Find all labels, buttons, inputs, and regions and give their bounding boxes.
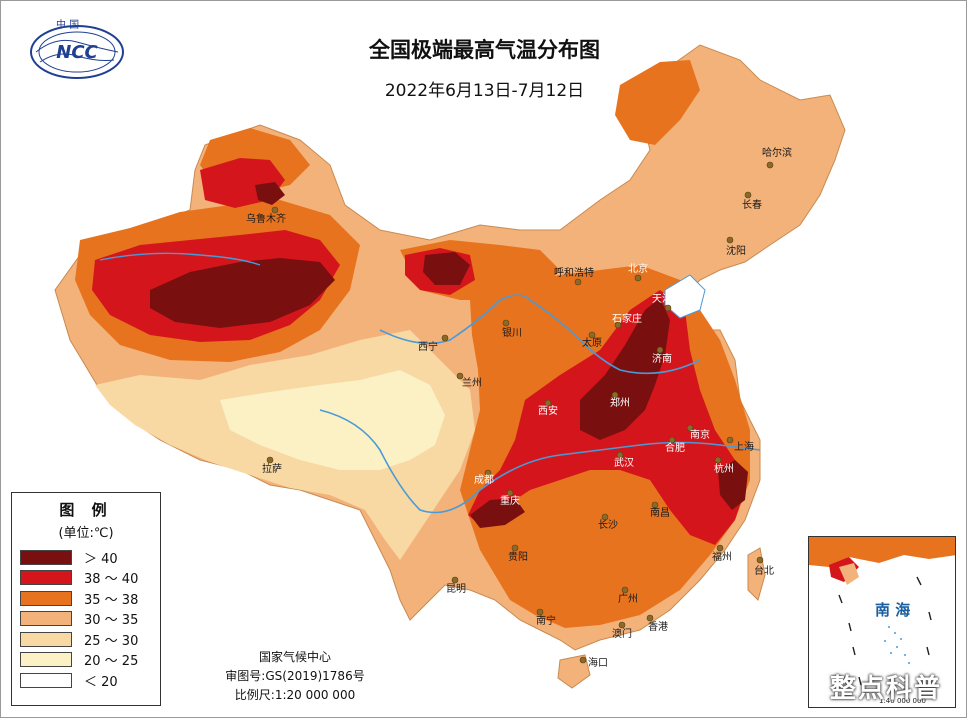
city-guiyang: 贵阳 [508, 550, 528, 563]
city-taibei: 台北 [754, 564, 774, 577]
legend-item: 20 ～ 25 [12, 650, 160, 671]
legend-item: 30 ～ 35 [12, 609, 160, 630]
tarim-river [99, 252, 261, 266]
logo-text: NCC [56, 42, 98, 63]
ncc-logo: 中 国 NCC [26, 16, 128, 84]
credits-review: 审图号:GS(2019)1786号 [225, 669, 365, 683]
legend-label: ＜ 20 [84, 674, 118, 690]
legend-label: 30 ～ 35 [84, 613, 139, 629]
city-labels: 哈尔滨 长春 沈阳 乌鲁木齐 呼和浩特 北京 天津 石家庄 太原 济南 银川 西… [246, 146, 792, 669]
city-chengdu: 成都 [474, 474, 494, 486]
city-tianjin: 天津 [652, 293, 672, 305]
legend-item: 35 ～ 38 [12, 588, 160, 609]
watermark: 整点科普 [830, 674, 943, 704]
bohai-sea [664, 274, 706, 319]
inset-scale: 1:40 000 000 [879, 697, 926, 705]
map-region-over-40-tarim [150, 258, 335, 328]
credits-org: 国家气候中心 [258, 650, 331, 664]
map-subtitle: 2022年6月13日-7月12日 [384, 81, 585, 101]
map-region-over-40-hexi [423, 252, 470, 285]
city-guangzhou: 广州 [618, 593, 638, 605]
city-taiyuan: 太原 [582, 336, 602, 349]
legend-item: 38 ～ 40 [12, 568, 160, 589]
yangtze-river [319, 409, 761, 514]
city-changsha: 长沙 [598, 519, 618, 531]
legend-label: 20 ～ 25 [84, 654, 139, 670]
yellow-river [379, 294, 701, 375]
city-wuhan: 武汉 [614, 456, 634, 469]
inset-map [809, 537, 955, 691]
city-hongkong: 香港 [648, 621, 668, 633]
south-china-sea-inset: 南 海 1:40 000 000 [808, 536, 956, 708]
city-shanghai: 上海 [734, 440, 754, 453]
inset-sea-label: 南 海 [875, 601, 911, 619]
city-hangzhou: 杭州 [714, 462, 734, 475]
city-urumqi: 乌鲁木齐 [246, 212, 286, 225]
city-macau: 澳门 [612, 627, 632, 640]
city-harbin: 哈尔滨 [762, 146, 792, 159]
city-kunming: 昆明 [446, 583, 466, 595]
map-region-over-40-turpan [255, 182, 285, 205]
city-yinchuan: 银川 [502, 326, 522, 339]
legend-swatch [20, 652, 72, 668]
legend-label: 38 ～ 40 [84, 572, 139, 588]
city-fuzhou: 福州 [712, 550, 732, 563]
city-hohhot: 呼和浩特 [554, 267, 594, 279]
city-nanning: 南宁 [536, 614, 556, 627]
legend-swatch [20, 672, 72, 688]
map-region-20-25 [220, 370, 445, 470]
map-title: 全国极端最高气温分布图 [369, 38, 600, 62]
legend-item: 25 ～ 30 [12, 629, 160, 650]
city-lhasa: 拉萨 [262, 462, 282, 475]
legend-label: ＞ 40 [84, 551, 118, 567]
legend-item: ＜ 20 [12, 670, 160, 691]
city-chongqing: 重庆 [500, 494, 520, 507]
credits-scale: 比例尺:1:20 000 000 [234, 688, 356, 702]
legend-swatch [20, 549, 72, 565]
city-beijing: 北京 [628, 262, 648, 275]
map-region-over-40-zhejiang [718, 460, 748, 510]
credits: 国家气候中心 审图号:GS(2019)1786号 比例尺:1:20 000 00… [200, 648, 390, 705]
legend-title: 图 例 [59, 501, 113, 519]
city-lanzhou: 兰州 [462, 376, 482, 389]
city-hefei: 合肥 [665, 441, 685, 454]
legend-unit: (单位:℃) [58, 526, 114, 541]
city-haikou: 海口 [588, 656, 608, 669]
legend-item: ＞ 40 [12, 547, 160, 568]
city-markers [266, 161, 774, 664]
legend-label: 25 ～ 30 [84, 633, 139, 649]
city-xian: 西安 [538, 404, 558, 417]
city-zhengzhou: 郑州 [610, 396, 630, 409]
city-shijiazhuang: 石家庄 [612, 312, 642, 325]
city-xining: 西宁 [418, 340, 438, 353]
legend-swatch [20, 611, 72, 627]
legend-rows: ＞ 40 38 ～ 40 35 ～ 38 30 ～ 35 25 ～ 30 20 ～ 25 ＜… [12, 547, 160, 691]
map-region-35-38-northeast [615, 60, 700, 145]
legend-label: 35 ～ 38 [84, 592, 139, 608]
legend-swatch [20, 631, 72, 647]
city-shenyang: 沈阳 [726, 244, 746, 257]
legend: 图 例 (单位:℃) ＞ 40 38 ～ 40 35 ～ 38 30 ～ 35 25 ～… [11, 492, 161, 706]
legend-swatch [20, 590, 72, 606]
city-nanchang: 南昌 [650, 506, 670, 519]
logo-top-text: 中 国 [56, 18, 79, 31]
city-jinan: 济南 [652, 352, 672, 365]
legend-swatch [20, 570, 72, 586]
map-region-over-40-huabei [580, 298, 670, 440]
map-region-over-40-sichuan [470, 498, 525, 528]
city-changchun: 长春 [742, 199, 762, 211]
hainan-island [557, 654, 591, 689]
city-nanjing: 南京 [690, 428, 710, 441]
